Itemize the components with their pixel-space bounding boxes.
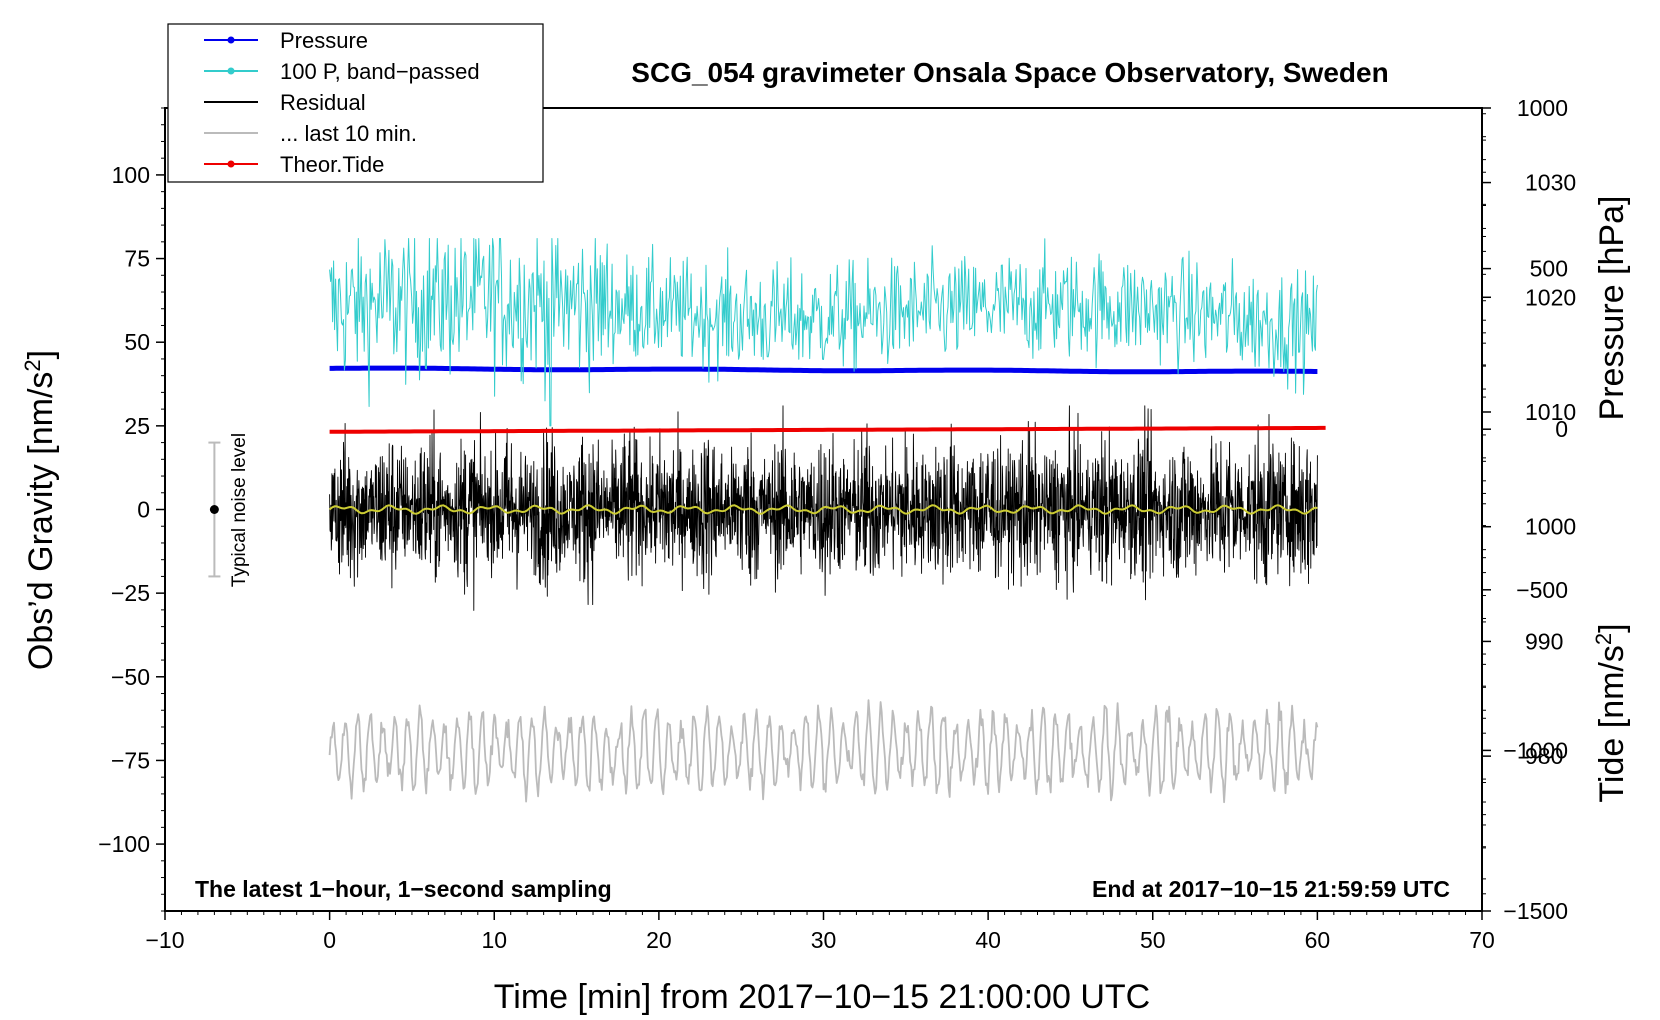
y-axis-label-pressure: Pressure [hPa] bbox=[1593, 196, 1631, 421]
tide-series bbox=[329, 425, 1326, 434]
y-axis-label-tide-end: ] bbox=[1593, 623, 1631, 632]
y-axis-label-gravity-sup: 2 bbox=[20, 359, 45, 371]
legend-label: Pressure bbox=[280, 28, 368, 53]
series-layer bbox=[208, 238, 1326, 804]
y-left-tick-label: −50 bbox=[111, 664, 150, 690]
y-left-tick-label: 25 bbox=[124, 413, 150, 439]
legend-label: 100 P, band−passed bbox=[280, 59, 480, 84]
last-10-min-series bbox=[328, 699, 1319, 804]
legend-label: Theor.Tide bbox=[280, 152, 384, 177]
annotation-left: The latest 1−hour, 1−second sampling bbox=[195, 876, 612, 902]
residual-series bbox=[329, 405, 1318, 611]
tide-tick-label: −500 bbox=[1516, 577, 1568, 603]
pressure-tick-label: 1030 bbox=[1525, 170, 1576, 196]
legend-marker bbox=[227, 36, 235, 44]
x-axis-label: Time [min] from 2017−10−15 21:00:00 UTC bbox=[494, 978, 1150, 1016]
legend-label: ... last 10 min. bbox=[280, 121, 417, 146]
legend: Pressure 100 P, band−passed Residual ... la… bbox=[167, 23, 544, 183]
y-axis-label-gravity: Obs’d Gravity [nm/s2] bbox=[20, 350, 60, 670]
y-left-tick-label: 50 bbox=[124, 329, 150, 355]
y-left-tick-label: −75 bbox=[111, 747, 150, 773]
annotation-right: End at 2017−10−15 21:59:59 UTC bbox=[1092, 876, 1450, 902]
y-left-tick-label: −100 bbox=[98, 831, 150, 857]
x-tick-label: 40 bbox=[975, 927, 1001, 953]
noise-bar-center bbox=[209, 505, 219, 514]
legend-marker bbox=[227, 67, 235, 75]
pressure-tick-label: 1010 bbox=[1525, 399, 1576, 425]
x-tick-label: 60 bbox=[1305, 927, 1331, 953]
legend-label: Residual bbox=[280, 90, 366, 115]
pressure-tick-label: 980 bbox=[1525, 743, 1563, 769]
tide-tick-label: −1500 bbox=[1503, 898, 1568, 924]
pressure-tick-label: 1020 bbox=[1525, 284, 1576, 310]
y-axis-label-gravity-end: ] bbox=[22, 350, 60, 359]
y-axis-label-tide-main: Tide [nm/s bbox=[1593, 645, 1631, 802]
y-left-tick-label: 75 bbox=[124, 246, 150, 272]
x-tick-label: 10 bbox=[481, 927, 507, 953]
x-tick-label: 0 bbox=[323, 927, 336, 953]
noise-level-label: Typical noise level bbox=[229, 433, 250, 587]
tide-tick-label: 0 bbox=[1555, 416, 1568, 442]
chart-title: SCG_054 gravimeter Onsala Space Observat… bbox=[631, 57, 1388, 88]
y-axis-label-tide-sup: 2 bbox=[1591, 633, 1616, 645]
y-left-tick-label: 100 bbox=[112, 162, 150, 188]
legend-marker bbox=[227, 160, 235, 168]
legend-items: Pressure 100 P, band−passed Residual ... la… bbox=[204, 28, 480, 177]
pressure-tick-label: 990 bbox=[1525, 628, 1563, 654]
y-left-tick-label: 0 bbox=[137, 497, 150, 523]
pressure-tick-label: 1000 bbox=[1525, 514, 1576, 540]
axis-ticks: −10 0 10 20 30 40 50 60 701007550250−25−50−75−10… bbox=[98, 95, 1576, 953]
y-left-tick-label: −25 bbox=[111, 580, 150, 606]
tide-tick-label: 1000 bbox=[1517, 95, 1568, 121]
x-tick-label: 30 bbox=[811, 927, 837, 953]
x-tick-label: 50 bbox=[1140, 927, 1166, 953]
residual-smoothed-series bbox=[328, 504, 1318, 515]
pressure-series bbox=[329, 365, 1318, 375]
x-tick-label: 20 bbox=[646, 927, 672, 953]
x-tick-label: −10 bbox=[145, 927, 184, 953]
y-axis-label-gravity-main: Obs’d Gravity [nm/s bbox=[22, 372, 60, 671]
y-axis-label-tide: Tide [nm/s2] bbox=[1591, 623, 1631, 802]
x-tick-label: 70 bbox=[1469, 927, 1495, 953]
tide-tick-label: 500 bbox=[1530, 256, 1568, 282]
tide-tick-label: −1000 bbox=[1503, 737, 1568, 763]
bandpassed-pressure-series bbox=[329, 238, 1318, 427]
